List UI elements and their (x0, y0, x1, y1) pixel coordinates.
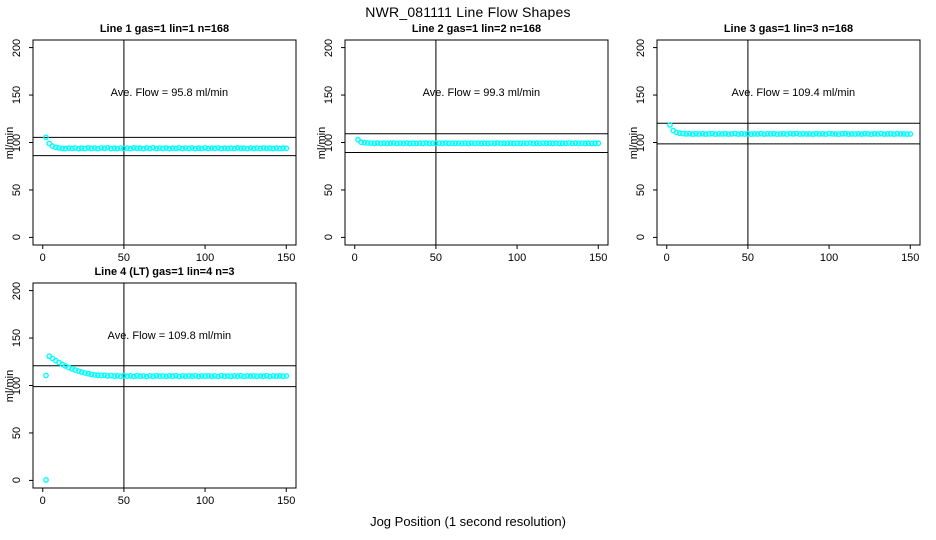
panel-title: Line 4 (LT) gas=1 lin=4 n=3 (94, 266, 235, 278)
x-tick-label: 50 (741, 252, 755, 264)
ave-flow-annotation: Ave. Flow = 109.8 ml/min (107, 330, 232, 343)
y-tick-label: 200 (323, 38, 335, 57)
y-tick-label: 0 (323, 234, 335, 241)
panel-line-2: Line 2 gas=1 lin=2 n=168 ml/min Ave. Flo… (312, 22, 624, 265)
y-tick-label: 100 (323, 133, 335, 152)
panel-title: Line 3 gas=1 lin=3 n=168 (723, 23, 854, 35)
x-tick-label: 100 (507, 252, 527, 264)
x-tick-label: 0 (39, 495, 46, 507)
y-tick-label: 200 (11, 38, 23, 57)
y-tick-label: 150 (635, 85, 647, 105)
x-tick-label: 150 (277, 252, 296, 264)
x-tick-label: 50 (117, 252, 131, 264)
x-tick-label: 0 (663, 252, 670, 264)
ave-flow-annotation: Ave. Flow = 99.3 ml/min (422, 87, 541, 100)
plot-area: Ave. Flow = 109.4 ml/min 0 50 100 150 0 50 100… (635, 38, 921, 264)
panel-line-1: Line 1 gas=1 lin=1 n=168 ml/min Ave. Flo… (0, 22, 312, 265)
y-tick-label: 50 (11, 183, 23, 197)
y-tick-label: 0 (11, 477, 23, 484)
y-tick-label: 0 (635, 234, 647, 241)
panel-title: Line 2 gas=1 lin=2 n=168 (411, 23, 542, 35)
y-tick-label: 150 (323, 85, 335, 105)
y-tick-label: 100 (635, 133, 647, 152)
panel-plot-svg (29, 39, 297, 249)
plot-area: Ave. Flow = 95.8 ml/min 0 50 100 150 0 50 100 1… (11, 38, 297, 264)
y-tick-label: 200 (635, 38, 647, 57)
y-tick-label: 0 (11, 234, 23, 241)
x-axis-label: Jog Position (1 second resolution) (370, 514, 566, 529)
panel-plot-svg (341, 39, 609, 249)
panel-plot-svg (653, 39, 921, 249)
x-tick-label: 100 (195, 252, 215, 264)
panel-title: Line 1 gas=1 lin=1 n=168 (99, 23, 230, 35)
y-tick-label: 50 (11, 426, 23, 440)
ave-flow-annotation: Ave. Flow = 109.4 ml/min (731, 87, 856, 100)
ave-flow-annotation: Ave. Flow = 95.8 ml/min (110, 87, 229, 100)
y-tick-label: 150 (11, 328, 23, 348)
x-tick-label: 100 (195, 495, 215, 507)
panel-line-4: Line 4 (LT) gas=1 lin=4 n=3 ml/min Ave. … (0, 265, 312, 508)
y-tick-label: 200 (11, 281, 23, 300)
x-tick-label: 150 (901, 252, 920, 264)
y-tick-label: 100 (11, 133, 23, 152)
panel-line-3: Line 3 gas=1 lin=3 n=168 ml/min Ave. Flo… (624, 22, 936, 265)
x-tick-label: 50 (117, 495, 131, 507)
y-tick-label: 100 (11, 376, 23, 395)
y-tick-label: 150 (11, 85, 23, 105)
x-tick-label: 0 (351, 252, 358, 264)
y-tick-label: 50 (635, 183, 647, 197)
x-tick-label: 150 (589, 252, 608, 264)
plot-area: Ave. Flow = 99.3 ml/min 0 50 100 150 0 50 100 1… (323, 38, 609, 264)
y-tick-label: 50 (323, 183, 335, 197)
x-tick-label: 0 (39, 252, 46, 264)
x-tick-label: 150 (277, 495, 296, 507)
figure-title: NWR_081111 Line Flow Shapes (365, 4, 571, 20)
x-tick-label: 100 (819, 252, 839, 264)
panel-plot-svg (29, 282, 297, 492)
plot-area: Ave. Flow = 109.8 ml/min 0 50 100 150 0 50 100… (11, 281, 297, 507)
x-tick-label: 50 (429, 252, 443, 264)
